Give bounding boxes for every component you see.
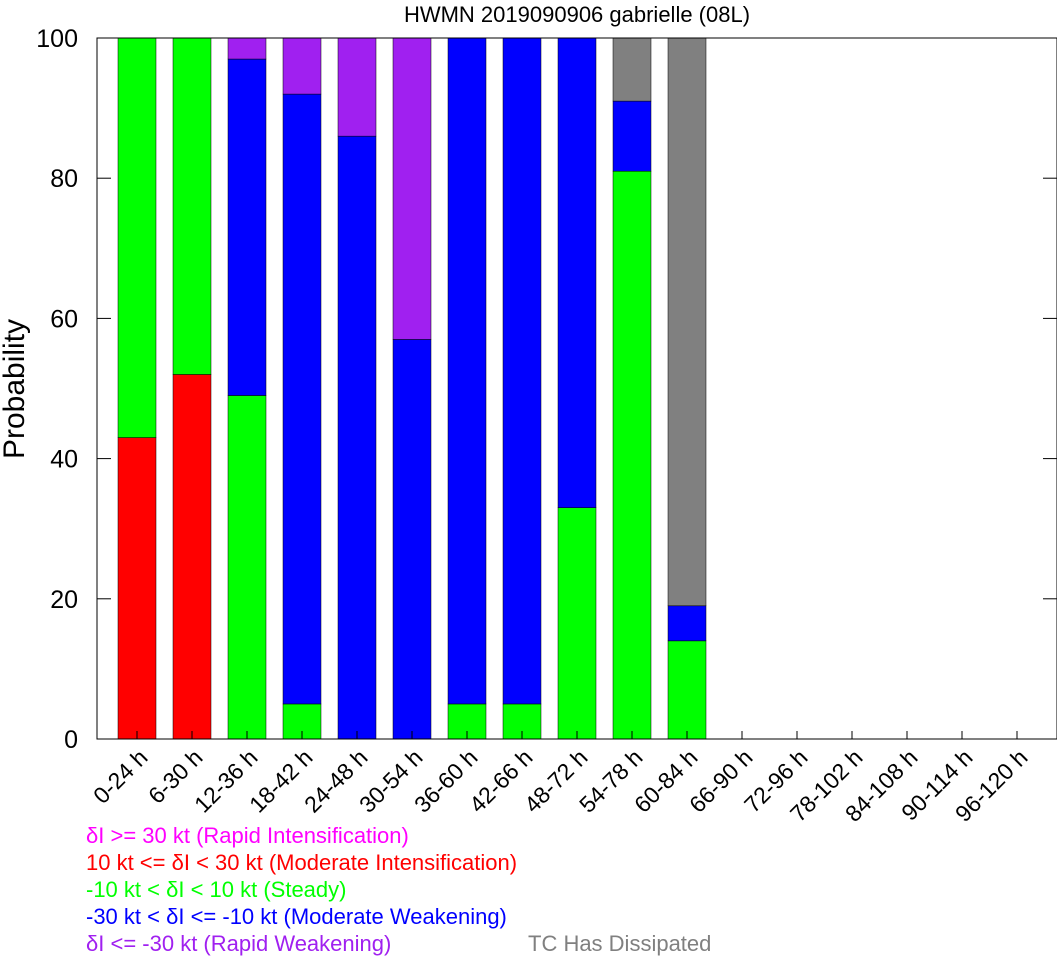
y-tick-label: 0 <box>64 726 78 754</box>
bars-group <box>117 37 707 740</box>
y-tick-label: 60 <box>50 305 78 333</box>
bar-segment-rapid_weakening-3 <box>282 37 322 95</box>
bar-segment-moderate_weakening-2 <box>227 58 267 396</box>
bar-segment-moderate_weakening-4 <box>337 135 377 740</box>
legend-entry: -30 kt < δI <= -10 kt (Moderate Weakenin… <box>86 904 507 929</box>
bar-segment-steady-2 <box>227 395 267 740</box>
chart-title: HWMN 2019090906 gabrielle (08L) <box>404 2 750 27</box>
legend-entry: δI <= -30 kt (Rapid Weakening) <box>86 931 392 956</box>
y-axis-label: Probability <box>0 319 31 459</box>
bar-segment-moderate_weakening-8 <box>557 37 597 508</box>
x-tick-label: 0-24 h <box>88 744 153 809</box>
bar-segment-dissipated-10 <box>667 37 707 607</box>
bar-segment-dissipated-9 <box>612 37 652 102</box>
bar-segment-steady-1 <box>172 37 212 375</box>
bar-segment-moderate_weakening-9 <box>612 100 652 172</box>
bar-segment-rapid_weakening-4 <box>337 37 377 137</box>
bar-segment-rapid_weakening-2 <box>227 37 267 60</box>
bar-segment-steady-10 <box>667 640 707 740</box>
y-tick-label: 20 <box>50 586 78 614</box>
bar-segment-moderate_intensification-1 <box>172 374 212 740</box>
bar-segment-rapid_weakening-5 <box>392 37 432 340</box>
y-tick-label: 100 <box>36 25 78 53</box>
bar-segment-steady-0 <box>117 37 157 438</box>
bar-segment-moderate_intensification-0 <box>117 437 157 740</box>
bar-segment-moderate_weakening-7 <box>502 37 542 705</box>
y-tick-label: 80 <box>50 165 78 193</box>
bar-segment-steady-8 <box>557 507 597 740</box>
legend-entry: 10 kt <= δI < 30 kt (Moderate Intensific… <box>86 850 518 875</box>
legend-entry: δI >= 30 kt (Rapid Intensification) <box>86 823 409 848</box>
bar-segment-steady-9 <box>612 170 652 740</box>
legend-entry-dissipated: TC Has Dissipated <box>528 931 712 956</box>
bar-segment-moderate_weakening-3 <box>282 93 322 705</box>
bar-segment-moderate_weakening-6 <box>447 37 487 705</box>
y-tick-label: 40 <box>50 446 78 474</box>
bar-segment-moderate_weakening-5 <box>392 339 432 740</box>
bar-segment-moderate_weakening-10 <box>667 605 707 642</box>
legend-entry: -10 kt < δI < 10 kt (Steady) <box>86 877 347 902</box>
